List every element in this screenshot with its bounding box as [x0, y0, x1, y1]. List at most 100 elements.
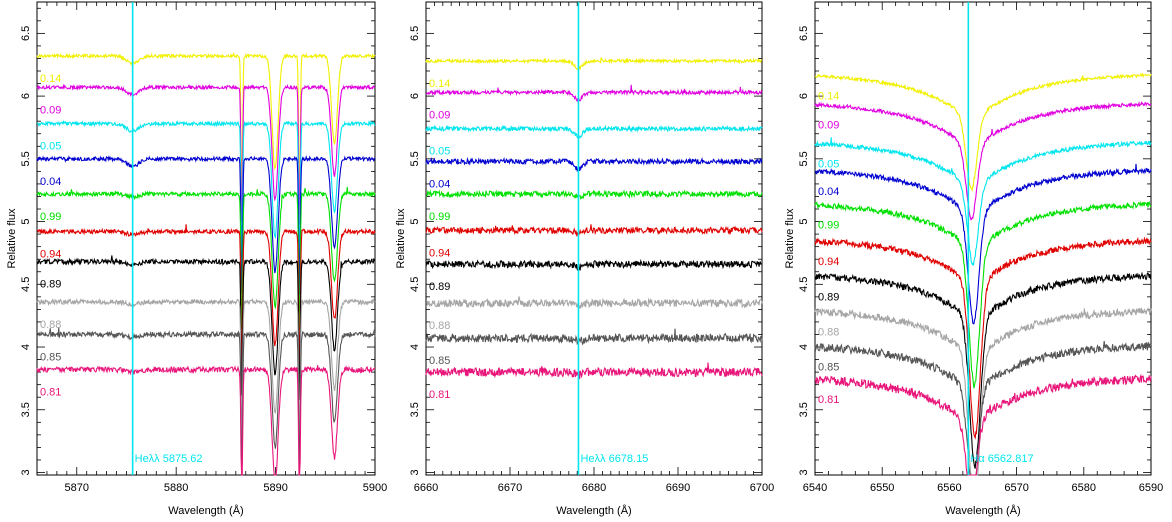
- spectrum-line-0.04: [425, 156, 763, 173]
- series-label: 0.09: [429, 109, 450, 121]
- series-label: 0.89: [818, 291, 839, 303]
- panel-1: 5870 5880 5890 5900 3 3.5 4 4.5 5 5.5 6 6.5 Waveleng…: [6, 1, 387, 517]
- y-tick-label: 4: [409, 344, 421, 350]
- series-label: 0.05: [429, 146, 450, 158]
- y-tick-label: 6: [409, 93, 421, 99]
- spectrum-line-0.88: [36, 297, 376, 441]
- spectrum-line-0.81: [814, 373, 1152, 476]
- spectrum-line-0.89: [36, 255, 376, 401]
- y-axis-label: Relative flux: [395, 208, 407, 268]
- y-tick-label: 5.5: [798, 151, 810, 166]
- spectrum-line-0.85: [814, 340, 1152, 476]
- y-tick-label: 6: [20, 93, 32, 99]
- series-label: 0.04: [818, 186, 839, 198]
- spectrum-line-0.94: [36, 224, 376, 371]
- panel-3: 6540 6550 6560 6570 6580 6590 3 3.5 4 4.5 5 5.5 6 6.5…: [784, 1, 1163, 517]
- y-tick-label: 3: [798, 469, 810, 475]
- series-label: 0.89: [40, 279, 61, 291]
- spectrum-line-0.14: [425, 57, 763, 71]
- spectrum-line-0.05: [36, 119, 376, 259]
- series-label: 0.81: [429, 389, 450, 401]
- spectrum-line-0.94: [425, 224, 763, 238]
- x-axis-label: Wavelength (Å): [945, 504, 1020, 517]
- x-tick-label: 5880: [164, 482, 188, 494]
- y-axis-label: Relative flux: [784, 208, 796, 268]
- spectrum-line-0.09: [36, 83, 376, 225]
- series-label: 0.94: [40, 249, 61, 261]
- series-label: 0.99: [818, 220, 839, 232]
- y-tick-label: 3.5: [20, 402, 32, 417]
- spectrum-line-0.14: [814, 72, 1152, 192]
- y-tick-label: 3: [409, 469, 421, 475]
- spectrum-line-0.99: [814, 200, 1152, 389]
- marker-label: Heλλ 5875.62: [135, 453, 203, 465]
- x-tick-label: 6690: [666, 482, 690, 494]
- spectrum-line-0.81: [36, 364, 376, 476]
- plot-frame: [36, 1, 376, 476]
- series-label: 0.88: [818, 326, 839, 338]
- y-tick-label: 6: [798, 93, 810, 99]
- series-label: 0.04: [429, 178, 450, 190]
- x-tick-label: 6590: [1139, 482, 1163, 494]
- y-tick-label: 4.5: [798, 277, 810, 292]
- series-label: 0.05: [818, 158, 839, 170]
- spectrum-line-0.05: [425, 124, 763, 139]
- x-tick-label: 6660: [414, 482, 438, 494]
- series-label: 0.14: [429, 78, 450, 90]
- plot-frame: [814, 1, 1152, 476]
- y-tick-label: 3.5: [409, 402, 421, 417]
- spectrum-line-0.88: [425, 296, 763, 310]
- series-label: 0.09: [40, 104, 61, 116]
- x-axis-label: Wavelength (Å): [556, 504, 631, 517]
- series-label: 0.94: [429, 247, 450, 259]
- x-tick-label: 6550: [870, 482, 894, 494]
- spectrum-line-0.89: [814, 271, 1152, 469]
- spectrum-line-0.85: [425, 328, 763, 346]
- x-tick-label: 6670: [498, 482, 522, 494]
- y-tick-label: 6.5: [20, 26, 32, 41]
- y-tick-label: 6.5: [409, 26, 421, 41]
- spectrum-line-0.14: [36, 51, 376, 193]
- series-label: 0.88: [429, 320, 450, 332]
- y-tick-label: 4: [20, 344, 32, 350]
- series-label: 0.14: [40, 73, 61, 85]
- x-tick-label: 6700: [750, 482, 774, 494]
- series-label: 0.88: [40, 319, 61, 331]
- spectrum-line-0.04: [36, 154, 376, 296]
- x-tick-label: 5890: [263, 482, 287, 494]
- series-label: 0.81: [40, 387, 61, 399]
- x-axis-label: Wavelength (Å): [168, 504, 243, 517]
- spectrum-line-0.94: [814, 236, 1152, 440]
- series-label: 0.09: [818, 119, 839, 131]
- marker-label: Hα 6562.817: [970, 453, 1033, 465]
- series-label: 0.81: [818, 394, 839, 406]
- series-label: 0.94: [818, 256, 839, 268]
- y-tick-label: 5: [20, 218, 32, 224]
- y-tick-label: 4.5: [409, 277, 421, 292]
- x-tick-label: 6580: [1072, 482, 1096, 494]
- x-tick-label: 6540: [803, 482, 827, 494]
- y-tick-label: 5.5: [20, 151, 32, 166]
- x-tick-label: 5870: [65, 482, 89, 494]
- series-label: 0.99: [40, 211, 61, 223]
- x-tick-label: 6680: [582, 482, 606, 494]
- y-tick-label: 3: [20, 469, 32, 475]
- spectrum-line-0.09: [425, 84, 763, 103]
- y-tick-label: 5: [409, 218, 421, 224]
- spectrum-line-0.89: [425, 258, 763, 272]
- spectrum-line-0.99: [425, 189, 763, 200]
- y-tick-label: 6.5: [798, 26, 810, 41]
- spectrum-line-0.99: [36, 186, 376, 331]
- marker-label: Heλλ 6678.15: [580, 453, 648, 465]
- series-label: 0.85: [429, 355, 450, 367]
- panel-2: 6660 6670 6680 6690 6700 3 3.5 4 4.5 5 5.5 6 6.5 Wave…: [395, 1, 774, 517]
- spectrum-line-0.05: [814, 137, 1152, 266]
- series-label: 0.85: [40, 351, 61, 363]
- plot-frame: [425, 1, 763, 476]
- spectrum-line-0.85: [36, 327, 376, 470]
- y-tick-label: 5.5: [409, 151, 421, 166]
- spectrum-line-0.81: [425, 362, 763, 380]
- series-label: 0.04: [40, 176, 61, 188]
- series-label: 0.99: [429, 211, 450, 223]
